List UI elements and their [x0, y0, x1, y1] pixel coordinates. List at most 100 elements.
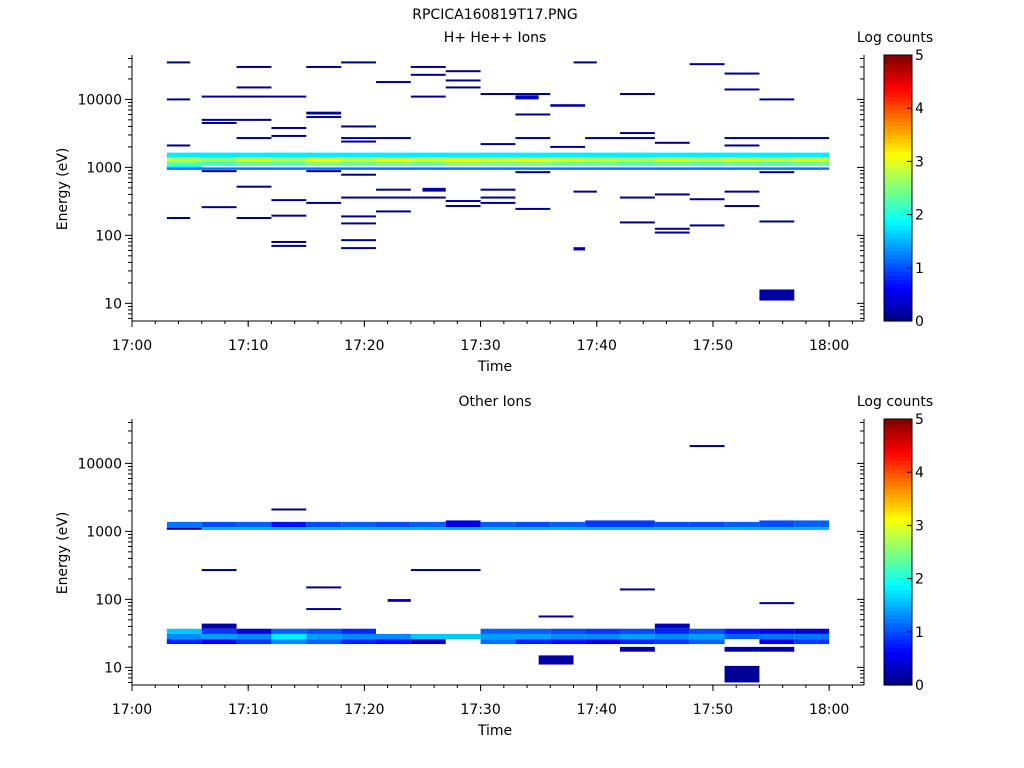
- x-axis-label: Time: [477, 723, 512, 739]
- colorbar-swatch: [884, 283, 912, 289]
- heatmap-cell: [271, 633, 307, 640]
- colorbar-swatch: [884, 635, 912, 640]
- heatmap-cell: [724, 633, 760, 640]
- heatmap-cell: [480, 157, 516, 163]
- heatmap-line: [620, 588, 655, 591]
- colorbar-swatch: [884, 522, 912, 528]
- heatmap-line: [515, 137, 551, 140]
- heatmap-line: [724, 144, 760, 147]
- colorbar-swatch: [884, 419, 912, 424]
- heatmap-cell: [410, 521, 446, 528]
- x-tick-label: 17:40: [577, 338, 617, 354]
- colorbar-swatch: [884, 452, 912, 458]
- heatmap-line: [271, 95, 307, 98]
- heatmap-line: [515, 207, 551, 210]
- colorbar-tick-label: 2: [915, 208, 924, 224]
- heatmap-cell: [271, 157, 307, 163]
- heatmap-cell: [759, 157, 795, 163]
- colorbar-tick-label: 2: [915, 572, 924, 588]
- heatmap-cell: [794, 162, 830, 166]
- heatmap-cell: [306, 628, 342, 634]
- colorbar-swatch: [884, 142, 912, 148]
- colorbar-tick-label: 3: [915, 518, 924, 534]
- colorbar-swatch: [884, 312, 912, 318]
- heatmap-line: [201, 569, 237, 572]
- heatmap-cell: [166, 521, 202, 528]
- heatmap-line: [271, 134, 307, 137]
- heatmap-cell: [341, 639, 376, 645]
- heatmap-line: [445, 70, 481, 73]
- heatmap-line: [759, 98, 795, 101]
- heatmap-cell: [654, 623, 690, 629]
- colorbar-swatch: [884, 229, 912, 235]
- heatmap-cell: [794, 639, 830, 645]
- heatmap-cell: [724, 628, 760, 634]
- heatmap-cell: [201, 633, 237, 640]
- colorbar-swatch: [884, 543, 912, 549]
- heatmap-line: [271, 244, 307, 247]
- heatmap-cell: [538, 655, 574, 665]
- heatmap-cell: [759, 633, 795, 640]
- heatmap-line: [654, 193, 690, 196]
- x-tick-label: 18:00: [809, 338, 849, 354]
- x-tick-label: 17:20: [344, 338, 384, 354]
- heatmap-cell: [550, 521, 586, 528]
- heatmap-cell: [654, 157, 690, 163]
- heatmap-line: [341, 137, 376, 140]
- heatmap-cell: [550, 162, 586, 166]
- heatmap-line: [620, 137, 655, 140]
- heatmap-line: [410, 95, 446, 98]
- heatmap-cell: [410, 157, 446, 163]
- heatmap-cell: [236, 639, 272, 645]
- colorbar-swatch: [884, 502, 912, 507]
- heatmap-cell: [376, 521, 411, 528]
- heatmap-cell: [201, 639, 237, 645]
- colorbar-tick-label: 4: [915, 465, 924, 481]
- heatmap-line: [573, 61, 597, 64]
- y-tick-label: 10000: [77, 92, 122, 108]
- colorbar-swatch: [884, 672, 912, 678]
- colorbar: 0 1 2 3 4 5: [883, 48, 924, 330]
- colorbar-swatch: [884, 481, 912, 487]
- axes: 17:00 17:10 17:20 17:30 17:40 17:50 18:00 10 100…: [77, 55, 865, 354]
- heatmap-line: [166, 98, 191, 101]
- heatmap-line: [480, 201, 516, 204]
- heatmap-line: [236, 118, 272, 121]
- colorbar-swatch: [884, 485, 912, 491]
- colorbar-swatch: [884, 254, 912, 260]
- heatmap-line: [306, 201, 342, 204]
- heatmap-cell: [271, 162, 307, 166]
- heatmap-cell: [306, 639, 342, 645]
- colorbar-swatch: [884, 179, 912, 185]
- colorbar-swatch: [884, 601, 912, 607]
- colorbar-swatch: [884, 96, 912, 102]
- heatmap-line: [654, 227, 690, 230]
- colorbar-swatch: [884, 497, 912, 503]
- figure-title: RPCICA160819T17.PNG: [412, 7, 577, 23]
- colorbar-swatch: [884, 552, 912, 557]
- heatmap-line: [480, 143, 516, 146]
- heatmap-line: [480, 93, 516, 96]
- heatmap-line: [724, 88, 760, 91]
- colorbar-swatch: [884, 316, 912, 322]
- x-tick-label: 17:30: [460, 702, 500, 718]
- heatmap-line: [689, 198, 725, 201]
- heatmap-cell: [480, 521, 516, 528]
- colorbar-swatch: [884, 535, 912, 541]
- colorbar-swatch: [884, 564, 912, 570]
- y-tick-label: 1000: [86, 524, 122, 540]
- colorbar-swatch: [884, 208, 912, 214]
- heatmap-cell: [376, 639, 411, 645]
- colorbar-swatch: [884, 423, 912, 428]
- colorbar-swatch: [884, 510, 912, 516]
- colorbar-swatch: [884, 493, 912, 499]
- heatmap-cell: [515, 95, 539, 100]
- colorbar-swatch: [884, 464, 912, 470]
- x-tick-label: 17:20: [344, 702, 384, 718]
- heatmap-cell: [376, 162, 411, 166]
- heatmap-cell: [201, 521, 237, 528]
- heatmap-cell: [620, 628, 655, 634]
- heatmap-cell: [689, 162, 725, 166]
- heatmap-line: [271, 240, 307, 243]
- colorbar-swatch: [884, 448, 912, 453]
